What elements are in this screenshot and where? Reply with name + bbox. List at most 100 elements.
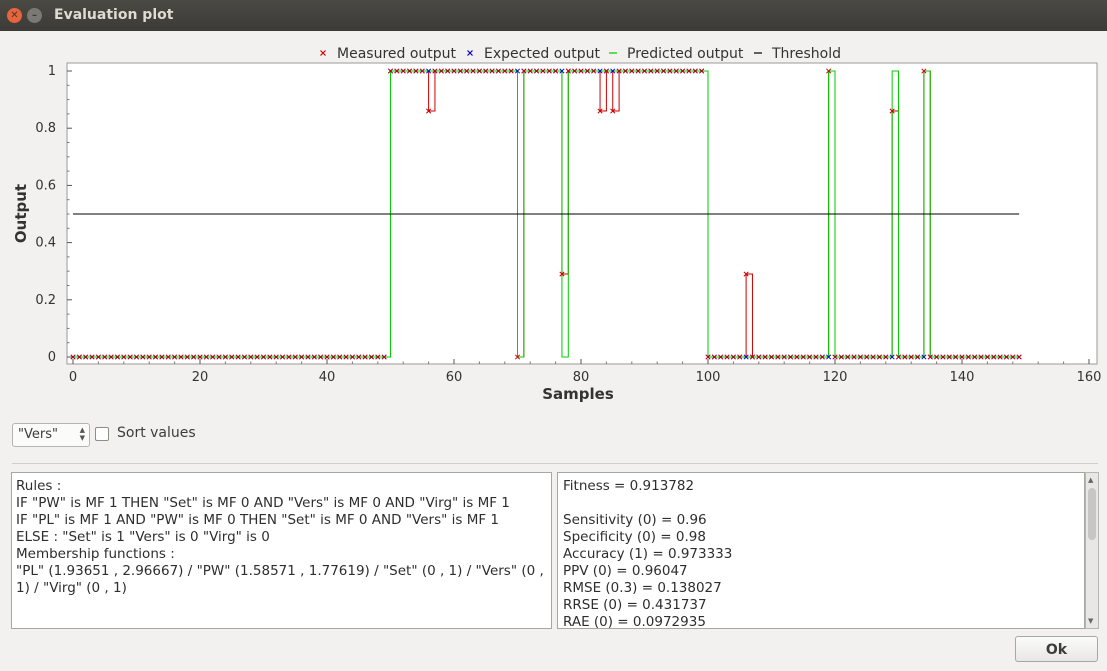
x-tick-label: 100 <box>696 370 721 385</box>
scroll-up-icon[interactable]: ▲ <box>1088 476 1094 484</box>
measured-output-point <box>953 354 959 360</box>
measured-output-point <box>222 354 228 360</box>
measured-output-point <box>432 68 438 74</box>
x-tick-label: 0 <box>69 370 77 385</box>
output-select-value: "Vers" <box>18 427 58 442</box>
metric-line: PPV (0) = 0.96047 <box>563 563 688 579</box>
x-tick-label: 40 <box>319 370 336 385</box>
measured-output-point <box>978 354 984 360</box>
expected-output-point <box>826 354 832 360</box>
measured-output-point <box>172 354 178 360</box>
measured-output-point <box>260 354 267 360</box>
measured-output-point <box>559 271 565 277</box>
output-select[interactable]: "Vers" ▲ ▼ <box>12 423 90 447</box>
sort-values-checkbox[interactable] <box>95 427 109 441</box>
measured-output-point <box>210 354 216 360</box>
measured-output-point <box>146 354 152 360</box>
measured-output-point <box>660 68 667 74</box>
expected-output-point <box>921 354 927 360</box>
measured-output-point <box>749 354 756 360</box>
measured-output-point <box>133 354 140 360</box>
measured-output-point <box>984 354 990 360</box>
expected-output-point <box>743 354 749 360</box>
close-icon[interactable]: ✕ <box>7 8 22 23</box>
measured-output-point <box>851 354 857 360</box>
measured-output-point <box>553 68 559 74</box>
measured-output-point <box>946 354 952 360</box>
measured-output-point <box>756 354 762 360</box>
measured-output-point <box>286 354 292 360</box>
y-tick-label: 0.8 <box>35 121 56 136</box>
measured-output-point <box>584 68 590 74</box>
measured-output-point <box>495 68 502 74</box>
legend-label: Threshold <box>771 46 841 62</box>
rule-line: "PL" (1.93651 , 2.96667) / "PW" (1.58571… <box>16 563 544 596</box>
expected-output-point <box>514 68 521 74</box>
measured-output-point <box>673 68 679 74</box>
measured-output-point <box>216 354 222 360</box>
measured-output-point <box>299 354 305 360</box>
measured-output-point <box>318 354 324 360</box>
measured-output-point <box>191 354 197 360</box>
measured-output-point <box>578 68 584 74</box>
y-tick-label: 1 <box>48 64 56 79</box>
metrics-scrollbar[interactable]: ▲ ▼ <box>1085 472 1099 629</box>
measured-output-point <box>654 68 660 74</box>
measured-output-point <box>527 68 533 74</box>
minimize-icon[interactable]: – <box>27 8 42 23</box>
x-tick-label: 140 <box>950 370 975 385</box>
measured-output-point <box>730 354 736 360</box>
evaluation-chart: 0 20 40 60 80 100 120 140 160 0 0.2 0.4 0.6 0.8 1 Sampl… <box>12 46 1101 403</box>
measured-output-point <box>927 354 933 360</box>
measured-output-point <box>768 354 775 360</box>
measured-output-point <box>349 354 355 360</box>
x-axis-label: Samples <box>542 385 614 403</box>
rule-line: IF "PW" is MF 1 THEN "Set" is MF 0 AND "… <box>16 495 510 511</box>
measured-output-point <box>406 68 413 74</box>
x-tick-label: 80 <box>573 370 590 385</box>
measured-output-point <box>597 108 603 114</box>
measured-output-point <box>508 68 514 74</box>
measured-output-point <box>292 354 298 360</box>
measured-output-point <box>546 68 552 74</box>
y-tick-label: 0.6 <box>35 178 56 193</box>
scroll-down-icon[interactable]: ▼ <box>1088 617 1094 625</box>
rule-line: IF "PL" is MF 1 AND "PW" is MF 0 THEN "S… <box>16 512 499 528</box>
expected-output-point <box>610 68 616 74</box>
measured-output-point <box>489 68 495 74</box>
measured-output-point <box>394 68 400 74</box>
legend-label: Expected output <box>484 46 600 62</box>
measured-output-point <box>572 68 578 74</box>
measured-output-point <box>95 354 101 360</box>
measured-output-point <box>279 354 286 360</box>
ok-button[interactable]: Ok <box>1015 636 1098 662</box>
measured-output-point <box>483 68 489 74</box>
measured-output-point <box>635 68 641 74</box>
measured-output-point <box>895 354 902 360</box>
measured-output-point <box>629 68 635 74</box>
separator <box>12 463 1098 464</box>
measured-output-point <box>413 68 419 74</box>
metric-line: Accuracy (1) = 0.973333 <box>563 546 733 562</box>
scroll-thumb[interactable] <box>1088 488 1096 540</box>
measured-output-point <box>648 68 654 74</box>
measured-output-point <box>311 354 317 360</box>
expected-output-point <box>889 354 895 360</box>
measured-output-point <box>921 68 927 74</box>
measured-output-point <box>89 354 95 360</box>
measured-output-point <box>775 354 781 360</box>
measured-output-point <box>692 68 698 74</box>
rules-textbox[interactable]: Rules : IF "PW" is MF 1 THEN "Set" is MF… <box>11 472 552 629</box>
measured-output-point <box>121 354 127 360</box>
metrics-textbox[interactable]: Fitness = 0.913782 Sensitivity (0) = 0.96… <box>557 472 1085 629</box>
expected-output-point <box>426 68 432 74</box>
measured-output-point <box>451 68 457 74</box>
measured-output-point <box>229 354 235 360</box>
measured-output-point <box>807 354 813 360</box>
measured-output-point <box>127 354 133 360</box>
measured-output-point <box>114 354 121 360</box>
measured-output-point <box>464 68 470 74</box>
measured-output-point <box>368 354 375 360</box>
measured-output-point <box>514 354 521 360</box>
measured-output-point <box>438 68 444 74</box>
